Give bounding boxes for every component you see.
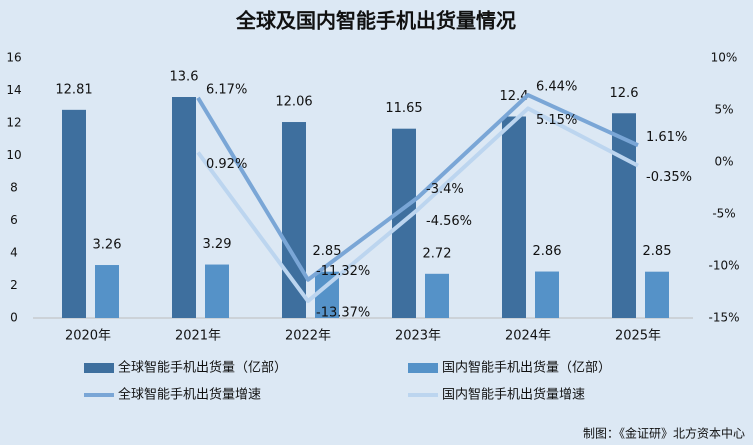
line-value-label: -3.4% xyxy=(426,182,464,197)
bar xyxy=(205,264,229,318)
line-series xyxy=(196,106,639,304)
y-tick-label: 6 xyxy=(10,213,18,227)
bar xyxy=(425,273,449,318)
bar xyxy=(95,265,119,318)
legend-label: 国内智能手机出货量增速 xyxy=(442,387,585,403)
y2-tick-label: 10% xyxy=(711,51,738,65)
x-tick-label: 2024年 xyxy=(505,329,551,344)
bar-value-label: 2.85 xyxy=(313,244,342,259)
line-value-label: 1.61% xyxy=(646,130,687,145)
y-tick-label: 10 xyxy=(6,148,21,162)
line-value-label: -0.35% xyxy=(646,170,692,185)
bar-value-label: 2.86 xyxy=(533,244,562,259)
y-tick-label: 8 xyxy=(10,181,18,195)
x-tick-label: 2021年 xyxy=(175,329,221,344)
line-value-label: 5.15% xyxy=(536,113,577,128)
y-tick-label: 0 xyxy=(10,311,18,325)
bar xyxy=(612,113,636,318)
bar xyxy=(535,271,559,318)
line-value-label: -13.37% xyxy=(316,306,370,321)
x-tick-label: 2022年 xyxy=(285,329,331,344)
bar-value-label: 12.06 xyxy=(275,95,312,110)
y-tick-label: 4 xyxy=(10,246,18,260)
bar-value-label: 12.6 xyxy=(610,86,639,101)
y-tick-label: 14 xyxy=(6,83,21,97)
bar xyxy=(282,122,306,319)
y2-tick-label: -10% xyxy=(708,259,739,273)
bar-value-label: 11.65 xyxy=(385,101,422,116)
bar-value-label: 2.85 xyxy=(643,244,672,259)
line-value-label: -4.56% xyxy=(426,214,472,229)
y2-tick-label: 0% xyxy=(714,155,733,169)
line-series xyxy=(196,93,639,282)
bar xyxy=(645,271,669,318)
line-value-label: 6.17% xyxy=(206,82,247,97)
legend-label: 国内智能手机出货量（亿部） xyxy=(442,360,611,376)
y-tick-label: 16 xyxy=(6,51,21,65)
line-value-label: -11.32% xyxy=(316,264,370,279)
y2-tick-label: -5% xyxy=(712,207,735,221)
bar-value-label: 13.6 xyxy=(170,70,199,85)
bar-value-label: 2.72 xyxy=(423,246,452,261)
bar-value-label: 3.26 xyxy=(93,238,122,253)
chart-title: 全球及国内智能手机出货量情况 xyxy=(235,9,516,33)
legend-swatch xyxy=(84,363,114,373)
legend-label: 全球智能手机出货量增速 xyxy=(118,387,261,403)
legend-swatch xyxy=(408,363,438,373)
y2-tick-label: 5% xyxy=(714,103,733,117)
line-value-label: 0.92% xyxy=(206,157,247,172)
bar-value-label: 12.81 xyxy=(55,82,92,97)
bar xyxy=(172,97,196,318)
legend-label: 全球智能手机出货量（亿部） xyxy=(118,360,287,376)
bar-value-label: 3.29 xyxy=(203,237,232,252)
x-tick-label: 2023年 xyxy=(395,329,441,344)
x-tick-label: 2020年 xyxy=(65,329,111,344)
bar xyxy=(62,109,86,319)
bar xyxy=(502,116,526,318)
x-tick-label: 2025年 xyxy=(615,329,661,344)
y-tick-label: 2 xyxy=(10,278,18,292)
y-tick-label: 12 xyxy=(6,116,21,130)
line-value-label: 6.44% xyxy=(536,80,577,95)
y2-tick-label: -15% xyxy=(708,311,739,325)
source-note: 制图：《金证研》北方资本中心 xyxy=(583,426,745,441)
